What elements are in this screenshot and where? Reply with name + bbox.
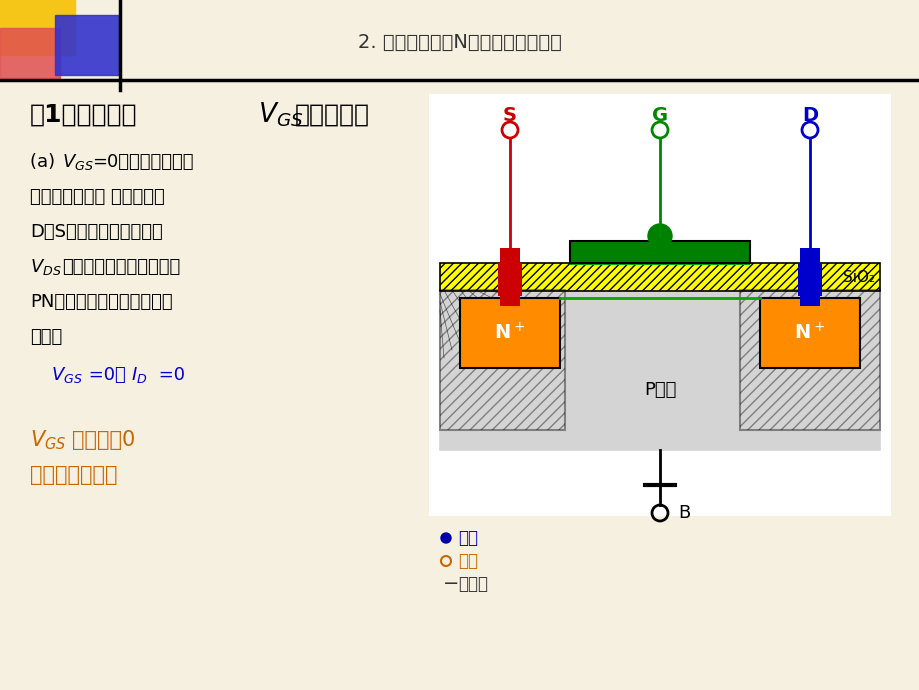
Bar xyxy=(0,0,75,55)
Text: 极性如何，其中总有一个: 极性如何，其中总有一个 xyxy=(62,258,180,276)
Text: 空穴: 空穴 xyxy=(458,552,478,570)
Bar xyxy=(797,263,821,296)
Text: B: B xyxy=(677,504,689,522)
Bar xyxy=(570,260,749,265)
Text: D、S之间加上电压，不管: D、S之间加上电压，不管 xyxy=(30,223,163,241)
Text: $I_{D}$: $I_{D}$ xyxy=(130,365,147,385)
Bar xyxy=(439,290,879,450)
Text: $V_{GS}$: $V_{GS}$ xyxy=(62,152,94,172)
Text: 当两个背靠背的 二极管，在: 当两个背靠背的 二极管，在 xyxy=(30,188,165,206)
Text: 负离子: 负离子 xyxy=(458,575,487,593)
Text: $V_{GS}$: $V_{GS}$ xyxy=(30,428,66,452)
Text: PN结反向，所以不存在导电: PN结反向，所以不存在导电 xyxy=(30,293,173,311)
Circle shape xyxy=(647,224,671,248)
Bar xyxy=(759,298,859,368)
Text: S: S xyxy=(503,106,516,124)
Bar xyxy=(800,248,819,306)
Text: 的控制作用: 的控制作用 xyxy=(295,103,369,127)
Text: 沟道。: 沟道。 xyxy=(30,328,62,346)
Bar xyxy=(0,28,60,78)
Text: （1）栅源电压: （1）栅源电压 xyxy=(30,103,137,127)
Text: =0: =0 xyxy=(153,366,185,384)
Text: 必须大于0: 必须大于0 xyxy=(72,430,135,450)
Text: =0时，漏源之间相: =0时，漏源之间相 xyxy=(92,153,193,171)
Text: SiO₂: SiO₂ xyxy=(842,270,874,284)
Text: 电子: 电子 xyxy=(458,529,478,547)
Text: (a): (a) xyxy=(30,153,66,171)
Bar xyxy=(439,290,564,430)
Text: $V_{DS}$: $V_{DS}$ xyxy=(30,257,62,277)
Text: 2. 工作原理（以N沟道增强型为例）: 2. 工作原理（以N沟道增强型为例） xyxy=(357,32,562,52)
Bar xyxy=(429,95,889,515)
Bar xyxy=(499,248,519,306)
Text: N$^+$: N$^+$ xyxy=(494,322,525,344)
Text: =0，: =0， xyxy=(83,366,142,384)
Text: D: D xyxy=(801,106,817,124)
Bar xyxy=(460,298,560,368)
Text: P衬底: P衬底 xyxy=(643,381,675,399)
Circle shape xyxy=(440,533,450,543)
Text: N$^+$: N$^+$ xyxy=(793,322,824,344)
Text: −: − xyxy=(443,575,459,593)
Text: G: G xyxy=(652,106,667,124)
Bar xyxy=(570,241,749,263)
Text: 管子才能工作。: 管子才能工作。 xyxy=(30,465,118,485)
Bar xyxy=(497,263,521,296)
Bar xyxy=(739,290,879,430)
Text: $V_{GS}$: $V_{GS}$ xyxy=(257,101,303,129)
Bar xyxy=(55,15,119,75)
Bar xyxy=(439,263,879,291)
Text: $V_{GS}$: $V_{GS}$ xyxy=(40,365,83,385)
